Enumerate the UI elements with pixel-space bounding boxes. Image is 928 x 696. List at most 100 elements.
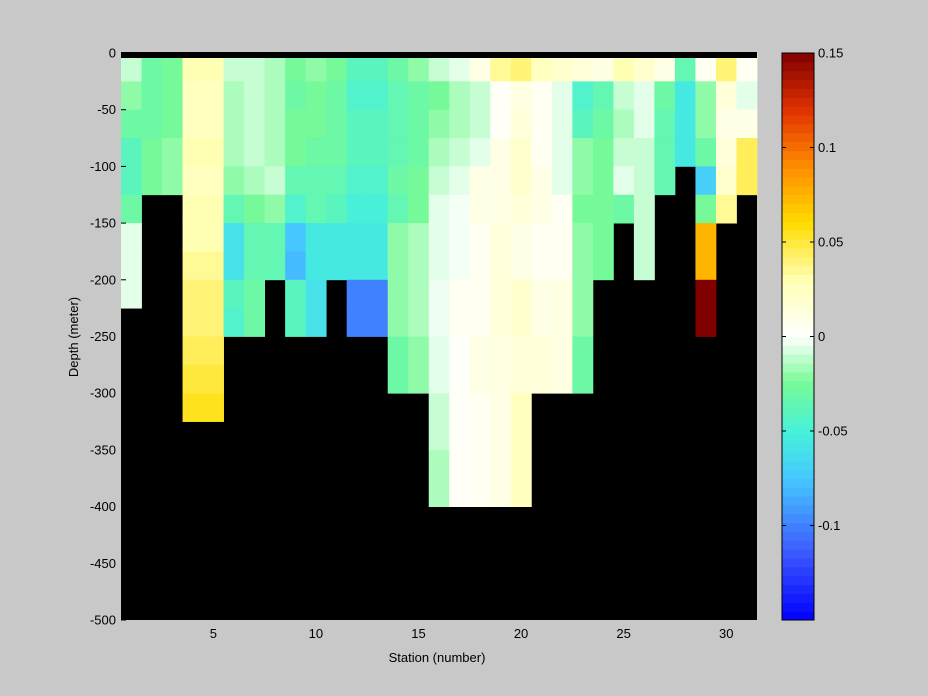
heatmap-cell xyxy=(264,138,286,167)
heatmap-cell xyxy=(285,251,307,281)
heatmap-cell xyxy=(285,166,307,196)
heatmap-cell xyxy=(408,138,430,167)
colorbar-band xyxy=(782,478,814,488)
colorbar-band xyxy=(782,132,814,143)
heatmap-cell xyxy=(490,109,512,139)
x-tick-label: 30 xyxy=(719,626,733,641)
heatmap-cell xyxy=(551,336,573,366)
colorbar-band xyxy=(782,177,814,187)
heatmap-cell xyxy=(367,53,389,82)
heatmap-cell xyxy=(490,223,512,252)
colorbar-band xyxy=(782,265,814,275)
heatmap-cell xyxy=(305,138,327,167)
heatmap-cell xyxy=(346,251,368,281)
y-tick-label: -450 xyxy=(90,556,116,571)
heatmap-cell xyxy=(592,81,614,111)
y-tick-label: -300 xyxy=(90,386,116,401)
heatmap-cell xyxy=(695,223,717,252)
heatmap-cell xyxy=(244,194,266,224)
heatmap-cell xyxy=(695,138,717,167)
heatmap-cell xyxy=(264,109,286,139)
colorbar-band xyxy=(782,460,814,470)
heatmap-cell xyxy=(203,336,224,366)
colorbar-band xyxy=(782,513,814,524)
heatmap-cell xyxy=(469,478,491,507)
colorbar-band xyxy=(782,185,814,196)
heatmap-cell xyxy=(367,308,389,337)
colorbar-band xyxy=(782,442,814,453)
heatmap-cell xyxy=(223,251,245,281)
heatmap-cell xyxy=(408,251,430,281)
heatmap-cell xyxy=(387,279,409,309)
colorbar-band xyxy=(782,283,814,293)
heatmap-cell xyxy=(633,166,655,196)
colorbar-tick-label: 0.05 xyxy=(818,235,843,250)
heatmap-cell xyxy=(182,393,204,422)
x-axis-label: Station (number) xyxy=(389,650,486,665)
heatmap-cell xyxy=(674,81,696,111)
heatmap-cell xyxy=(387,251,409,281)
heatmap-cell xyxy=(490,194,512,224)
heatmap-cell xyxy=(408,109,430,139)
heatmap-cell xyxy=(633,251,655,281)
heatmap-cell xyxy=(469,223,491,252)
colorbar-band xyxy=(782,504,814,515)
colorbar-band xyxy=(782,79,814,89)
heatmap-cell xyxy=(510,336,532,366)
heatmap-cell xyxy=(408,166,430,196)
heatmap-cell xyxy=(305,81,327,111)
colorbar-band xyxy=(782,97,814,107)
heatmap-cell xyxy=(490,138,512,167)
heatmap-cell xyxy=(592,53,614,82)
heatmap-cell xyxy=(490,81,512,111)
heatmap-cell xyxy=(715,109,737,139)
colorbar-band xyxy=(782,168,814,178)
heatmap-cell xyxy=(428,138,450,167)
heatmap-cell xyxy=(592,194,614,224)
colorbar-band xyxy=(782,150,814,160)
heatmap-cell xyxy=(695,308,717,337)
heatmap-cell xyxy=(121,53,142,82)
heatmap-cell xyxy=(346,194,368,224)
heatmap-cell xyxy=(244,279,266,309)
heatmap-cell xyxy=(490,336,512,366)
colorbar-tick-label: 0 xyxy=(818,329,825,344)
heatmap-cell xyxy=(449,478,471,507)
heatmap-cell xyxy=(490,364,512,394)
heatmap-cell xyxy=(695,194,717,224)
heatmap-cell xyxy=(490,166,512,196)
heatmap-cell xyxy=(141,53,163,82)
heatmap-cell xyxy=(203,251,224,281)
heatmap-cell xyxy=(244,223,266,252)
heatmap-cell xyxy=(715,53,737,82)
heatmap-cell xyxy=(346,138,368,167)
heatmap-cell xyxy=(449,336,471,366)
heatmap-cell xyxy=(449,364,471,394)
heatmap-cell xyxy=(551,223,573,252)
heatmap-cell xyxy=(367,194,389,224)
heatmap-cell xyxy=(264,166,286,196)
colorbar-band xyxy=(782,469,814,479)
heatmap-cell xyxy=(408,194,430,224)
heatmap-cell xyxy=(182,251,204,281)
colorbar-band xyxy=(782,336,814,346)
x-tick-label: 15 xyxy=(411,626,425,641)
heatmap-cell xyxy=(469,109,491,139)
heatmap-cell xyxy=(695,53,717,82)
colorbar-band xyxy=(782,363,814,373)
heatmap-cell xyxy=(633,138,655,167)
heatmap-cell xyxy=(531,53,553,82)
heatmap-cell xyxy=(408,81,430,111)
heatmap-cell xyxy=(428,53,450,82)
heatmap-cell xyxy=(428,251,450,281)
heatmap-cell xyxy=(121,251,142,281)
heatmap-cell xyxy=(387,109,409,139)
heatmap-cell xyxy=(531,223,553,252)
heatmap-cell xyxy=(510,81,532,111)
heatmap-cell xyxy=(551,308,573,337)
colorbar-band xyxy=(782,123,814,134)
heatmap-cell xyxy=(531,138,553,167)
colorbar-band xyxy=(782,433,814,444)
heatmap-cell xyxy=(305,308,327,337)
